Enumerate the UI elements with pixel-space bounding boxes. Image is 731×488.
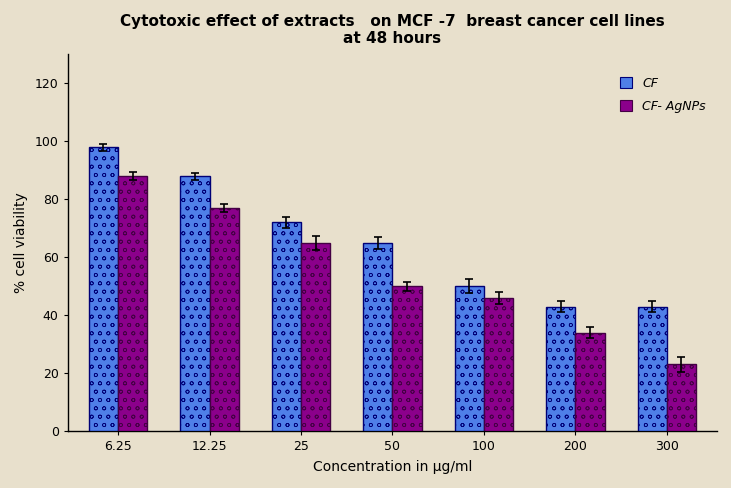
Bar [484,298,513,431]
Bar [546,306,575,431]
Legend: CF, CF- AgNPs: CF, CF- AgNPs [615,72,711,118]
Title: Cytotoxic effect of extracts   on MCF -7  breast cancer cell lines
at 48 hours: Cytotoxic effect of extracts on MCF -7 b… [120,14,664,46]
Bar [301,243,330,431]
Bar [118,176,148,431]
Bar [575,333,605,431]
Y-axis label: % cell viability: % cell viability [14,192,28,293]
Bar [363,243,393,431]
Bar [181,176,210,431]
Bar [393,286,422,431]
Bar [88,147,118,431]
Bar [210,208,239,431]
Bar [637,306,667,431]
Bar [272,223,301,431]
Bar [667,365,696,431]
X-axis label: Concentration in µg/ml: Concentration in µg/ml [313,460,472,474]
Bar [455,286,484,431]
